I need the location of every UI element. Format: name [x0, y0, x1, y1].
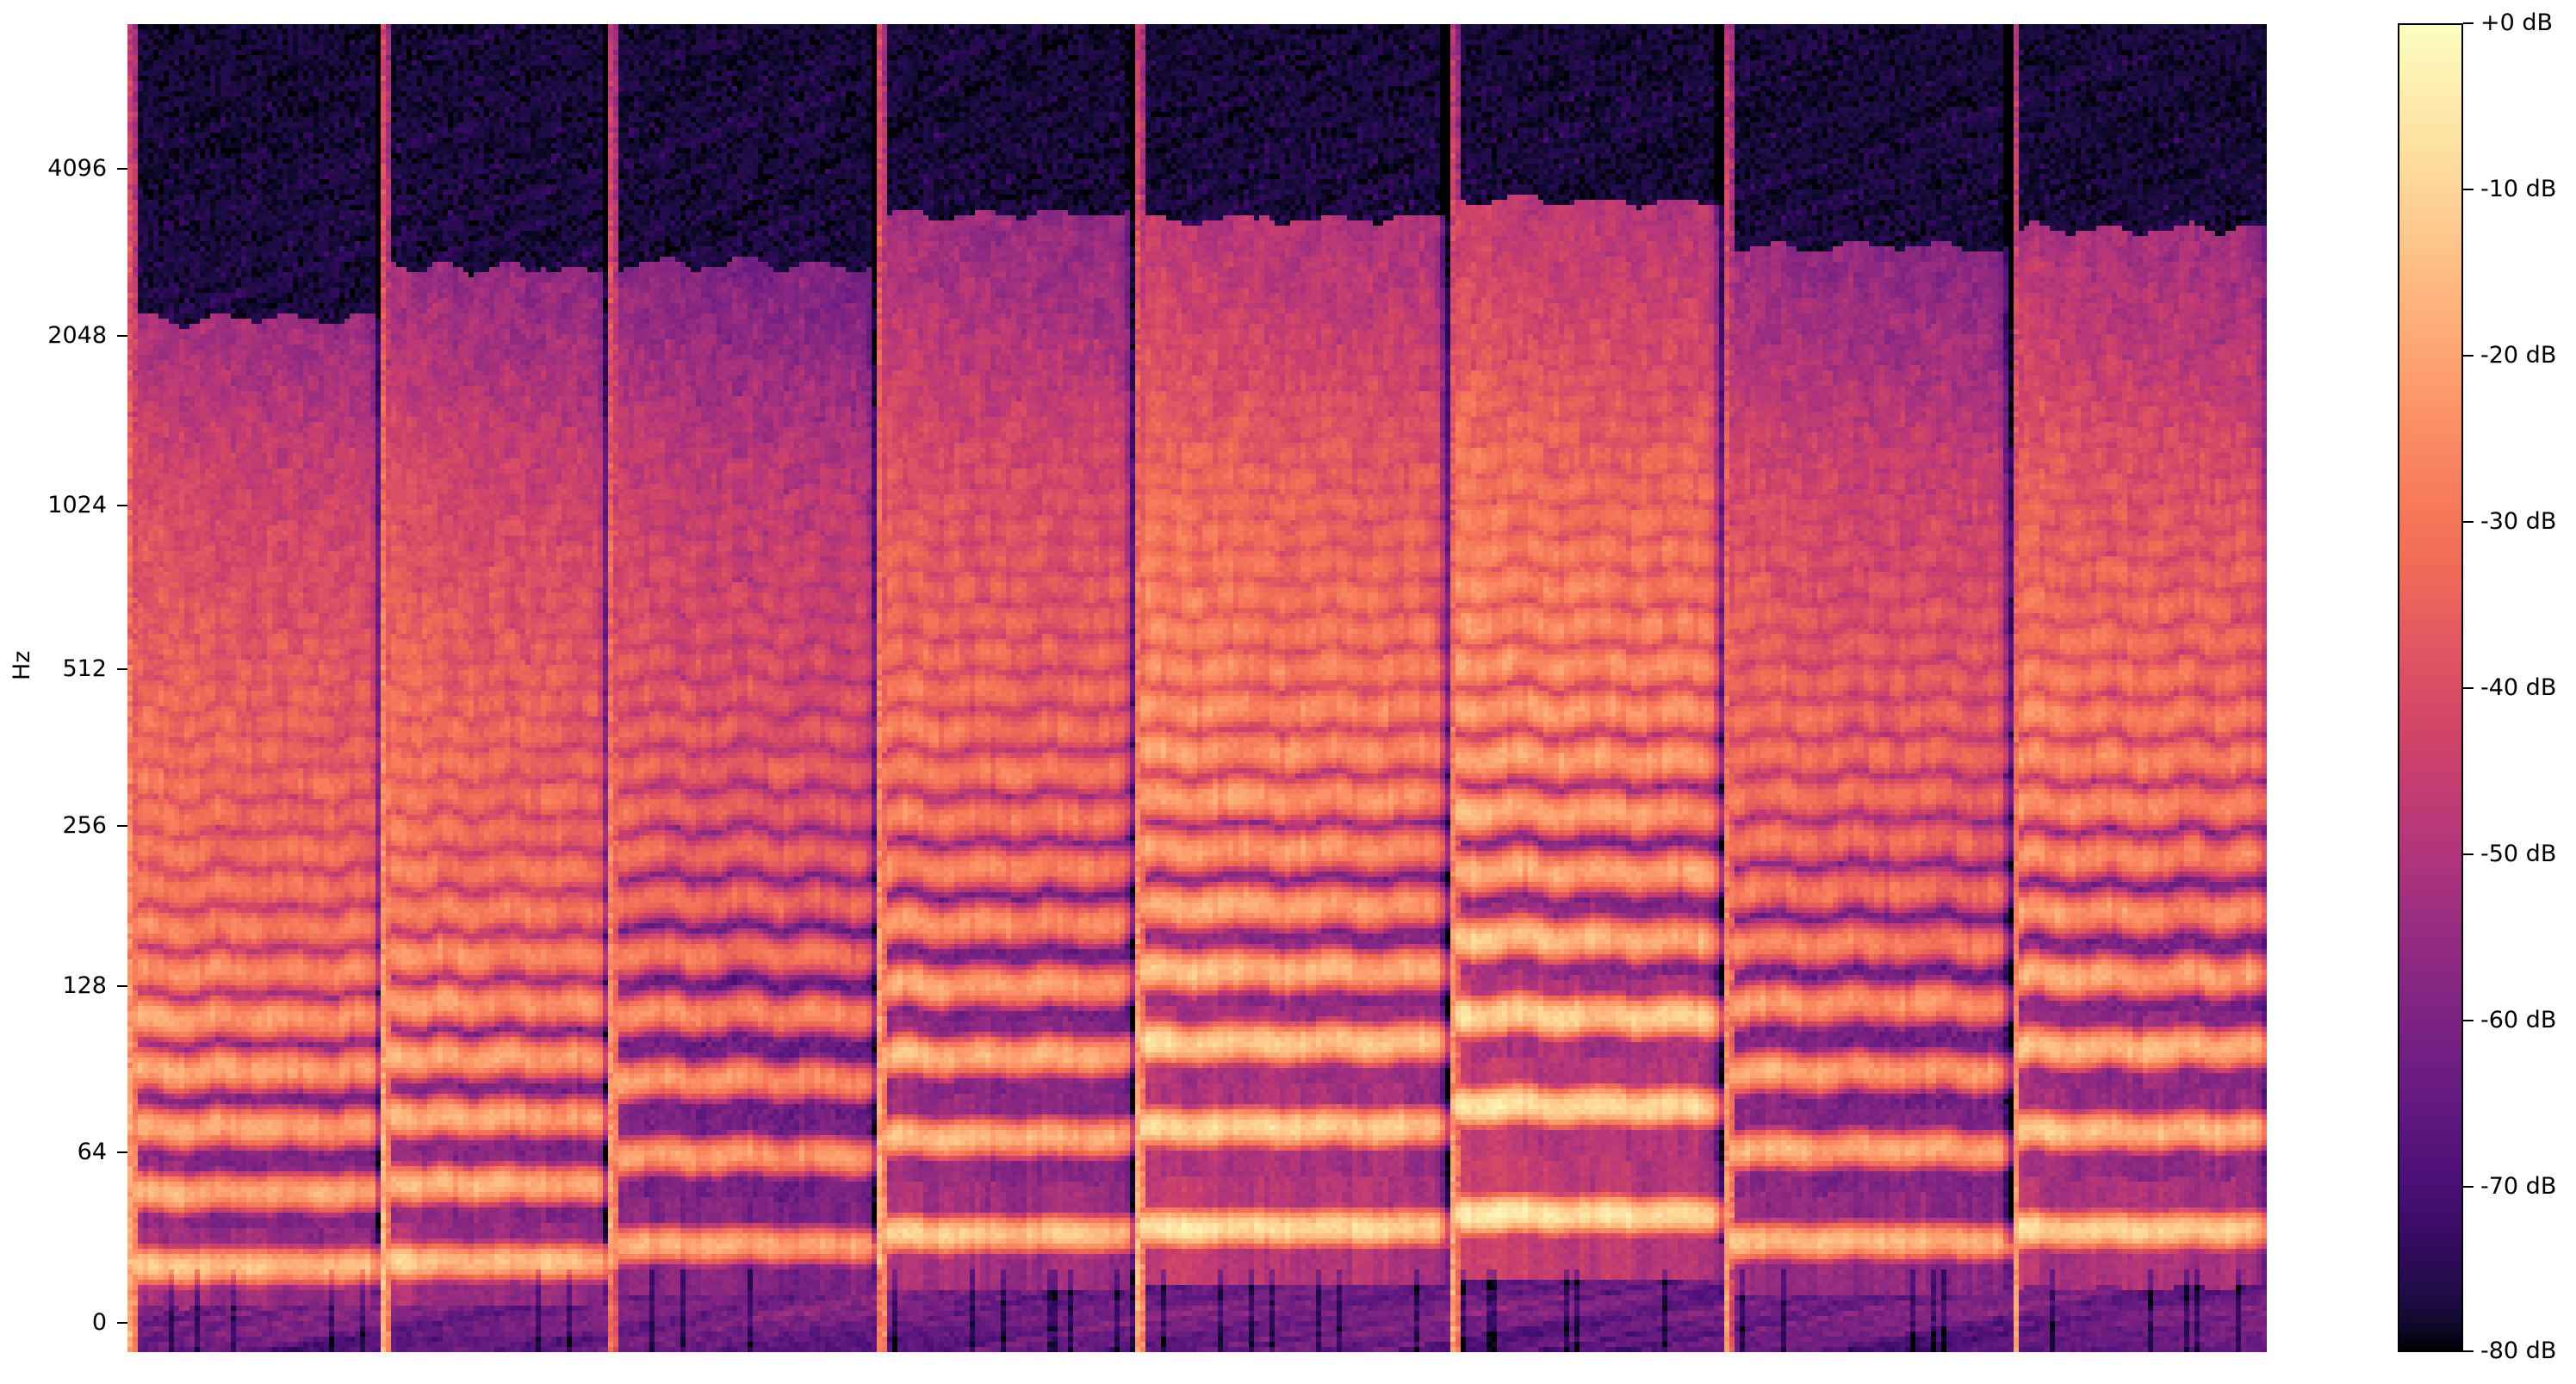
colorbar — [2398, 23, 2463, 1352]
colorbar-tick-label: +0 dB — [2480, 9, 2554, 36]
colorbar-tick-mark — [2463, 22, 2474, 24]
colorbar-tick-mark — [2463, 687, 2474, 689]
y-tick-mark — [117, 668, 127, 670]
y-tick-label: 4096 — [47, 155, 107, 182]
colorbar-tick-label: -50 dB — [2480, 841, 2557, 867]
colorbar-tick-label: -20 dB — [2480, 342, 2557, 369]
colorbar-gradient — [2399, 25, 2461, 1350]
colorbar-tick-mark — [2463, 189, 2474, 190]
y-axis-label: Hz — [9, 650, 35, 680]
y-tick-label: 64 — [77, 1139, 107, 1165]
y-tick-mark — [117, 505, 127, 506]
colorbar-tick-mark — [2463, 1186, 2474, 1188]
y-tick-mark — [117, 1322, 127, 1324]
colorbar-tick-mark — [2463, 1020, 2474, 1021]
y-tick-label: 1024 — [47, 492, 107, 518]
y-tick-mark — [117, 985, 127, 987]
y-tick-label: 512 — [62, 655, 107, 682]
spectrogram-heatmap — [127, 24, 2267, 1352]
y-tick-label: 0 — [91, 1309, 107, 1336]
y-tick-mark — [117, 168, 127, 170]
colorbar-tick-mark — [2463, 853, 2474, 855]
spectrogram-plot-area — [127, 24, 2267, 1352]
colorbar-tick-label: -40 dB — [2480, 674, 2557, 701]
colorbar-tick-label: -60 dB — [2480, 1007, 2557, 1033]
colorbar-tick-label: -10 dB — [2480, 176, 2557, 202]
y-tick-mark — [117, 335, 127, 337]
colorbar-tick-label: -30 dB — [2480, 508, 2557, 535]
y-tick-label: 2048 — [47, 322, 107, 349]
colorbar-tick-mark — [2463, 1350, 2474, 1352]
colorbar-tick-label: -80 dB — [2480, 1337, 2557, 1364]
y-tick-label: 256 — [62, 812, 107, 839]
y-tick-label: 128 — [62, 972, 107, 999]
colorbar-tick-mark — [2463, 355, 2474, 357]
colorbar-tick-mark — [2463, 521, 2474, 523]
colorbar-tick-label: -70 dB — [2480, 1173, 2557, 1200]
y-tick-mark — [117, 825, 127, 827]
y-tick-mark — [117, 1151, 127, 1153]
